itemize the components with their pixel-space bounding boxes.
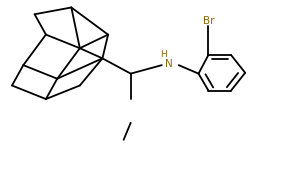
Text: Br: Br <box>203 16 214 26</box>
Text: N: N <box>165 59 173 69</box>
Text: H: H <box>160 50 167 60</box>
